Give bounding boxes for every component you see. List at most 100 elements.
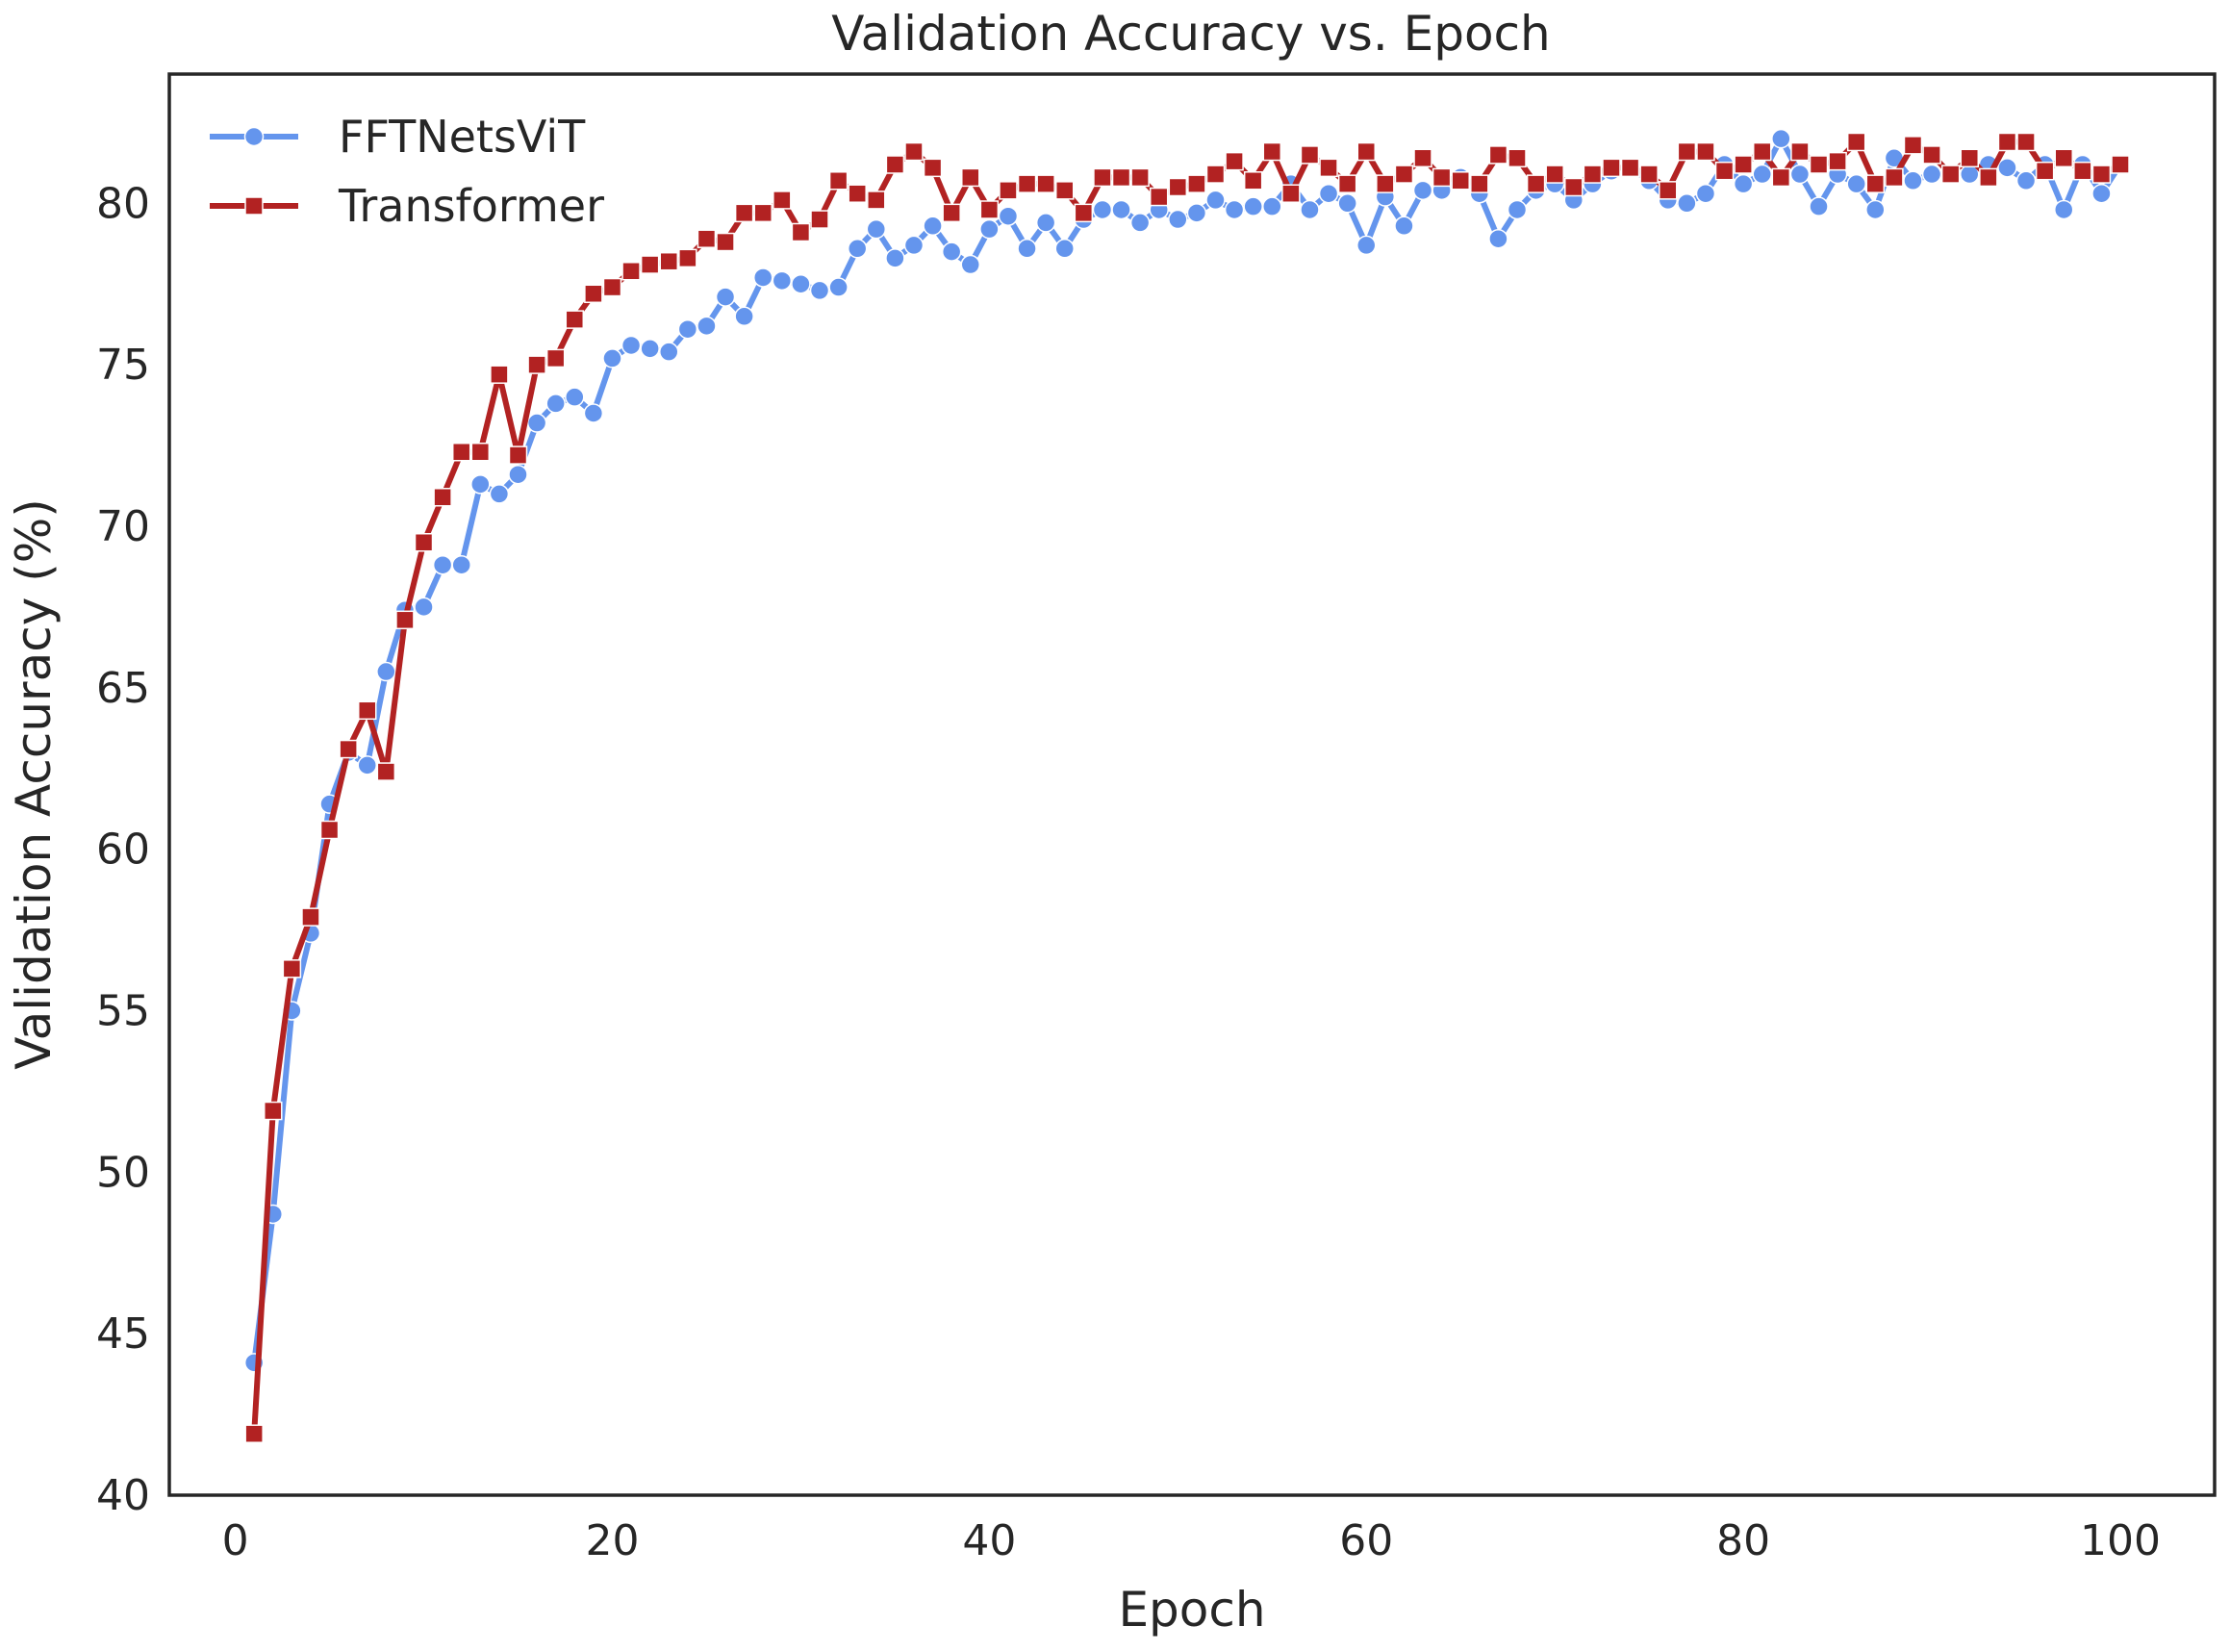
data-point [904, 141, 924, 162]
y-tick-label: 65 [96, 664, 150, 713]
data-point [1526, 174, 1546, 193]
data-point [1187, 174, 1206, 193]
data-point [1846, 173, 1866, 194]
data-point [565, 387, 585, 407]
data-point [319, 820, 340, 840]
data-point [1168, 209, 1188, 230]
data-point [451, 442, 471, 462]
legend: FFTNetsViT Transformer [210, 111, 604, 232]
x-axis-label: Epoch [1118, 1582, 1265, 1638]
data-point [1752, 164, 1772, 185]
data-point [1583, 165, 1603, 184]
data-point [376, 661, 396, 682]
data-point [1130, 167, 1150, 188]
data-point [584, 284, 603, 304]
data-point [1921, 164, 1942, 185]
x-tick-label: 100 [2080, 1516, 2161, 1565]
data-point [602, 348, 622, 369]
data-point [1771, 128, 1791, 149]
data-point [1093, 167, 1112, 188]
data-point [1168, 177, 1188, 197]
data-point [1149, 187, 1169, 207]
data-point [1129, 213, 1151, 233]
data-point [716, 232, 735, 252]
data-point [1036, 174, 1055, 193]
data-point [339, 739, 358, 759]
data-point [809, 280, 830, 301]
data-point [715, 287, 736, 307]
series-line [251, 136, 2124, 1366]
data-point [848, 184, 867, 203]
data-point [1432, 167, 1452, 188]
y-tick-label: 40 [96, 1471, 150, 1520]
data-point [942, 203, 961, 223]
data-point [1262, 141, 1282, 162]
data-point [923, 158, 943, 178]
y-tick-label: 80 [96, 179, 150, 228]
data-point [1470, 174, 1489, 193]
data-point [583, 403, 604, 423]
data-point [508, 445, 528, 465]
data-point [1940, 165, 1961, 184]
data-point [432, 554, 453, 575]
data-point [1620, 158, 1640, 178]
data-point [752, 267, 773, 288]
data-point [999, 181, 1018, 200]
data-point [602, 277, 622, 297]
data-point [1639, 165, 1659, 184]
data-point [903, 235, 925, 256]
data-point [490, 365, 509, 384]
data-point [828, 171, 849, 191]
data-point [2111, 155, 2130, 174]
data-point [1885, 167, 1904, 188]
data-point [1809, 196, 1829, 216]
data-point [979, 218, 1000, 240]
data-point [565, 310, 585, 329]
data-point [2016, 132, 2036, 152]
data-point [1376, 174, 1395, 193]
data-point [979, 200, 1000, 219]
data-point [1281, 184, 1301, 203]
data-point [1205, 190, 1226, 211]
data-point [1695, 183, 1716, 204]
data-point [1356, 141, 1376, 162]
data-point [772, 270, 793, 292]
legend-marker [243, 126, 265, 147]
legend-marker [244, 196, 264, 216]
data-point [1789, 164, 1811, 185]
data-point [2054, 148, 2073, 168]
data-point [1337, 174, 1357, 193]
data-point [1054, 181, 1075, 200]
data-point [640, 255, 660, 274]
data-point [1997, 132, 2017, 152]
data-point [1092, 199, 1113, 220]
data-point [1677, 141, 1697, 162]
data-point [753, 203, 773, 223]
data-point [1714, 161, 1735, 181]
data-point [1451, 171, 1470, 191]
data-point [773, 191, 792, 210]
data-point [791, 273, 811, 294]
data-point [1413, 148, 1432, 168]
data-point [1508, 148, 1527, 168]
data-point [1733, 173, 1754, 194]
data-point [1318, 183, 1339, 204]
y-ticks: 40 45 50 55 60 65 70 75 80 [96, 179, 150, 1520]
data-point [960, 254, 981, 275]
data-point [1809, 155, 1829, 174]
legend-label: FFTNetsViT [339, 111, 586, 163]
data-point [2091, 183, 2112, 204]
data-point [1564, 177, 1584, 197]
data-point [621, 335, 642, 356]
data-point [1319, 158, 1338, 178]
data-point [1111, 199, 1131, 220]
data-point [545, 348, 566, 369]
data-point [395, 610, 415, 630]
data-point [1205, 165, 1226, 184]
data-point [433, 487, 452, 507]
data-point [923, 216, 943, 237]
x-tick-label: 20 [585, 1516, 639, 1565]
data-point [451, 554, 471, 575]
legend-item: Transformer [210, 180, 604, 232]
